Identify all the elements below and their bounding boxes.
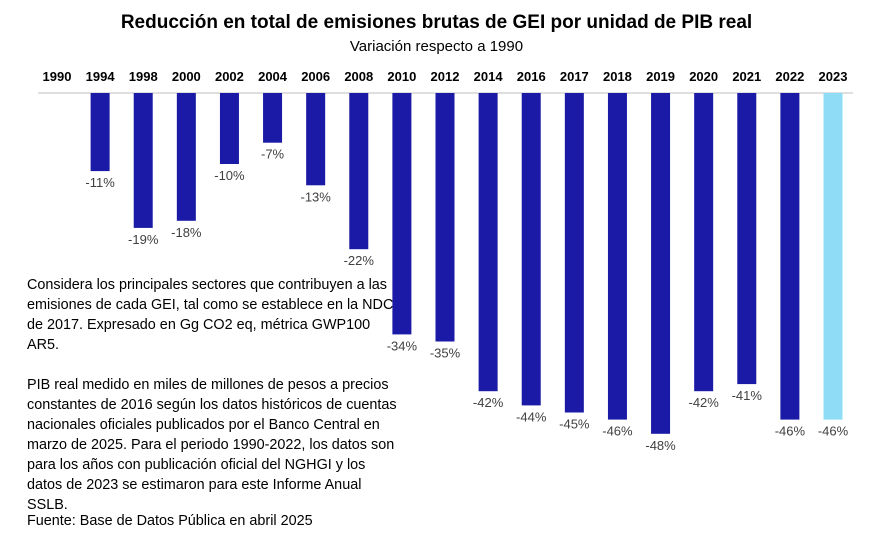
x-tick-label: 2023: [819, 69, 848, 84]
x-tick-labels: 1990 1994 1998 2000 2002 2004 2006 2008 2010 2012…: [43, 69, 848, 84]
x-tick-label: 2019: [646, 69, 675, 84]
data-label: -42%: [688, 395, 719, 410]
bar: [780, 93, 800, 420]
data-label: -10%: [214, 168, 245, 183]
bar: [564, 93, 584, 413]
x-tick-label: 2002: [215, 69, 244, 84]
data-label: -22%: [344, 253, 375, 268]
x-tick-label: 2014: [474, 69, 504, 84]
chart-subtitle: Variación respecto a 1990: [349, 38, 524, 55]
data-label: -46%: [602, 424, 633, 439]
bar: [90, 93, 110, 172]
x-tick-label: 1990: [43, 69, 72, 84]
data-label: -46%: [818, 424, 849, 439]
x-tick-label: 1994: [86, 69, 116, 84]
bar: [263, 93, 283, 143]
source-note: Fuente: Base de Datos Pública en abril 2…: [27, 513, 313, 529]
x-tick-label: 2017: [560, 69, 589, 84]
data-label: -19%: [128, 232, 159, 247]
data-label: -35%: [430, 346, 461, 361]
note-paragraph-1: Considera los principales sectores que c…: [27, 277, 394, 353]
data-label: -48%: [645, 438, 676, 453]
bar: [435, 93, 455, 342]
bar: [521, 93, 541, 406]
data-label: -46%: [775, 424, 806, 439]
x-tick-label: 2004: [258, 69, 288, 84]
bar: [219, 93, 239, 164]
x-tick-label: 2020: [689, 69, 718, 84]
bar: [392, 93, 412, 335]
note-paragraph-2: PIB real medido en miles de millones de …: [27, 377, 397, 513]
x-tick-label: 2016: [517, 69, 546, 84]
bar: [607, 93, 627, 420]
x-tick-label: 2021: [732, 69, 761, 84]
bar: [478, 93, 498, 392]
bar: [306, 93, 326, 186]
x-tick-label: 2022: [775, 69, 804, 84]
bar: [737, 93, 757, 385]
x-tick-label: 2010: [387, 69, 416, 84]
bars: [90, 93, 843, 434]
bar: [349, 93, 369, 250]
data-label: -41%: [732, 388, 763, 403]
bar: [651, 93, 671, 434]
data-label: -13%: [300, 189, 331, 204]
data-label: -44%: [516, 409, 547, 424]
x-tick-label: 2006: [301, 69, 330, 84]
x-tick-label: 2008: [344, 69, 373, 84]
bar: [176, 93, 196, 221]
data-label: -18%: [171, 225, 202, 240]
bar: [694, 93, 714, 392]
x-tick-label: 2012: [431, 69, 460, 84]
data-label: -45%: [559, 417, 590, 432]
x-tick-label: 2000: [172, 69, 201, 84]
bar: [823, 93, 843, 420]
data-label: -34%: [387, 338, 418, 353]
bar: [133, 93, 153, 228]
data-labels: -11%-19% -18%-10%-7%-13%-22%-34% -35%-42%-…: [85, 147, 848, 453]
chart-title: Reducción en total de emisiones brutas d…: [120, 12, 753, 33]
data-label: -42%: [473, 395, 504, 410]
x-tick-label: 1998: [129, 69, 158, 84]
data-label: -7%: [261, 147, 285, 162]
data-label: -11%: [85, 175, 115, 190]
x-tick-label: 2018: [603, 69, 632, 84]
